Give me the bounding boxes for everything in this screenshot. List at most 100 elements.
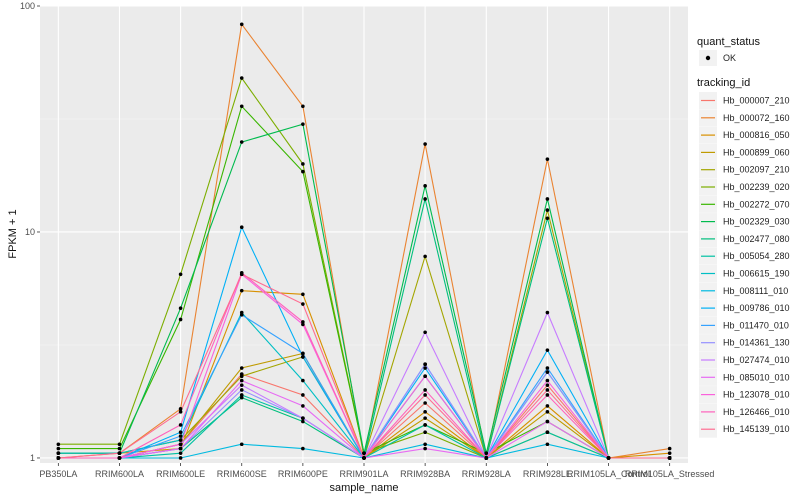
x-axis-title: sample_name: [329, 482, 398, 494]
legend-label-Hb_123078_010: Hb_123078_010: [723, 390, 790, 400]
data-point-Hb_009786_010: [301, 355, 305, 359]
data-point-Hb_002097_210: [545, 208, 550, 212]
legend-label-Hb_027474_010: Hb_027474_010: [723, 355, 790, 365]
data-point-Hb_145139_010: [178, 410, 183, 414]
x-tick-label: RRIM928BA: [400, 469, 450, 479]
legend-label-Hb_000816_050: Hb_000816_050: [723, 130, 790, 140]
data-point-Hb_002272_070: [239, 104, 244, 109]
data-point-Hb_006615_190: [178, 438, 183, 442]
data-point-Hb_002097_210: [239, 374, 244, 379]
data-point-Hb_126466_010: [178, 423, 183, 427]
legend-label-Hb_000899_060: Hb_000899_060: [723, 147, 790, 157]
data-point-Hb_145139_010: [117, 451, 122, 455]
data-point-Hb_123078_010: [178, 442, 183, 447]
data-point-Hb_126466_010: [545, 393, 550, 397]
legend-label-Hb_002272_070: Hb_002272_070: [723, 199, 790, 209]
x-tick-label: RRIM600LA: [95, 469, 144, 479]
data-point-Hb_011470_010: [301, 351, 305, 356]
data-point-Hb_126466_010: [423, 388, 427, 392]
legend-label-Hb_009786_010: Hb_009786_010: [723, 303, 790, 313]
data-point-Hb_002329_030: [423, 184, 427, 188]
data-point-Hb_085010_010: [239, 378, 244, 383]
data-point-Hb_000816_050: [301, 292, 305, 297]
data-point-Hb_006615_190: [56, 451, 61, 455]
data-point-Hb_002097_210: [423, 254, 427, 259]
data-point-Hb_000072_160: [667, 446, 672, 451]
legend-label-Hb_006615_190: Hb_006615_190: [723, 269, 790, 279]
data-point-Hb_145139_010: [545, 388, 550, 392]
data-point-Hb_145139_010: [301, 302, 305, 306]
data-point-Hb_000072_160: [423, 142, 427, 146]
data-point-Hb_002272_070: [301, 169, 305, 174]
data-point-Hb_002239_020: [423, 430, 427, 435]
legend-label-Hb_002477_080: Hb_002477_080: [723, 234, 790, 244]
legend-ok-label: OK: [723, 53, 736, 63]
data-point-Hb_002477_080: [301, 419, 305, 424]
data-point-Hb_014361_130: [239, 388, 244, 392]
data-point-Hb_008111_010: [545, 442, 550, 447]
data-point-Hb_085010_010: [301, 404, 305, 408]
data-point-Hb_008111_010: [301, 446, 305, 451]
data-point-Hb_002329_030: [239, 140, 244, 144]
data-point-Hb_000072_160: [301, 104, 305, 109]
data-point-Hb_011470_010: [239, 313, 244, 317]
data-point-Hb_145139_010: [606, 456, 611, 460]
legend-label-Hb_145139_010: Hb_145139_010: [723, 424, 790, 434]
x-tick-label: RRIM600PE: [278, 469, 328, 479]
legend-label-Hb_000072_160: Hb_000072_160: [723, 113, 790, 123]
data-point-Hb_002329_030: [545, 197, 550, 201]
legend-tracking-id: tracking_id Hb_000007_210 Hb_000072_160 Hb…: [697, 77, 790, 438]
data-point-Hb_027474_010: [239, 383, 244, 387]
data-point-Hb_014361_130: [423, 362, 427, 366]
data-point-Hb_005054_280: [423, 423, 427, 427]
legend-ok-point-icon: [705, 55, 711, 61]
data-point-Hb_027474_010: [545, 310, 550, 315]
data-point-Hb_000816_050: [667, 451, 672, 455]
data-point-Hb_123078_010: [545, 378, 550, 383]
legend-label-Hb_002239_020: Hb_002239_020: [723, 182, 790, 192]
data-point-Hb_000816_050: [239, 288, 244, 293]
data-point-Hb_000007_210: [545, 383, 550, 387]
data-point-Hb_085010_010: [545, 419, 550, 424]
data-point-Hb_085010_010: [178, 446, 183, 451]
data-point-Hb_145139_010: [239, 272, 244, 277]
data-point-Hb_000899_060: [239, 366, 244, 370]
data-point-Hb_085010_010: [423, 446, 427, 451]
data-point-Hb_000007_210: [301, 393, 305, 397]
data-point-Hb_126466_010: [117, 456, 122, 460]
data-point-Hb_002329_030: [301, 122, 305, 126]
y-axis-title: FPKM + 1: [7, 209, 19, 258]
data-point-Hb_002329_030: [362, 451, 366, 455]
data-point-Hb_002239_020: [178, 272, 183, 277]
data-point-Hb_002239_020: [117, 442, 122, 447]
data-point-Hb_027474_010: [301, 416, 305, 420]
legend-quant-status-title: quant_status: [697, 36, 760, 48]
legend-label-Hb_005054_280: Hb_005054_280: [723, 251, 790, 261]
data-point-Hb_014361_130: [545, 370, 550, 374]
data-point-Hb_002329_030: [484, 451, 489, 455]
data-point-Hb_145139_010: [484, 456, 489, 460]
data-point-Hb_123078_010: [301, 322, 305, 327]
legend-label-Hb_011470_010: Hb_011470_010: [723, 320, 789, 330]
data-point-Hb_145139_010: [56, 456, 61, 460]
legend-label-Hb_002329_030: Hb_002329_030: [723, 217, 790, 227]
x-tick-label: RRIM600LE: [156, 469, 205, 479]
data-point-Hb_145139_010: [423, 393, 427, 397]
data-point-Hb_005054_280: [178, 451, 183, 455]
x-axis: PB350LA RRIM600LA RRIM600LE RRIM600SE RRIM60…: [39, 463, 714, 479]
data-point-Hb_011470_010: [545, 366, 550, 370]
data-point-Hb_008111_010: [239, 442, 244, 447]
data-point-Hb_000899_060: [423, 416, 427, 420]
data-point-Hb_000007_210: [423, 401, 427, 405]
data-point-Hb_002272_070: [56, 446, 61, 451]
data-point-Hb_005054_280: [239, 393, 244, 397]
legend-label-Hb_126466_010: Hb_126466_010: [723, 407, 790, 417]
x-tick-label: RRIM928LE: [523, 469, 572, 479]
y-axis: 1 10 100: [20, 1, 40, 463]
y-tick-label: 1: [30, 453, 35, 463]
data-point-Hb_002239_020: [239, 76, 244, 80]
x-tick-label: RRIM901LA: [339, 469, 388, 479]
data-point-Hb_000072_160: [545, 157, 550, 161]
data-point-Hb_002272_070: [117, 446, 122, 451]
